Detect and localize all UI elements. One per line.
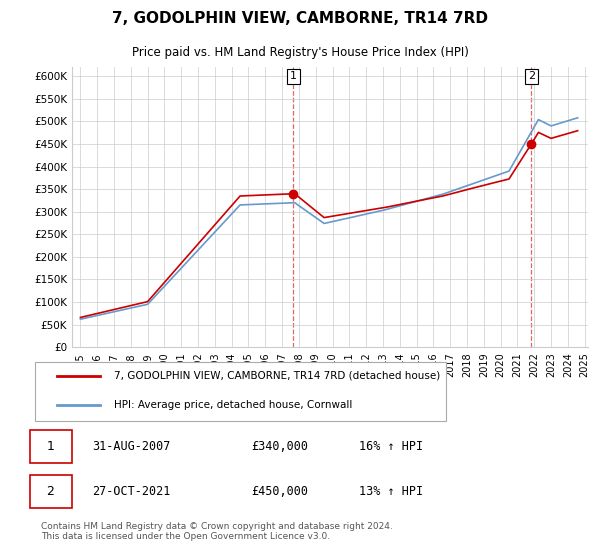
Text: 27-OCT-2021: 27-OCT-2021: [92, 485, 170, 498]
FancyBboxPatch shape: [35, 362, 446, 421]
Text: Contains HM Land Registry data © Crown copyright and database right 2024.
This d: Contains HM Land Registry data © Crown c…: [41, 522, 392, 542]
Text: 7, GODOLPHIN VIEW, CAMBORNE, TR14 7RD (detached house): 7, GODOLPHIN VIEW, CAMBORNE, TR14 7RD (d…: [114, 371, 440, 381]
Text: £450,000: £450,000: [251, 485, 308, 498]
Text: 31-AUG-2007: 31-AUG-2007: [92, 440, 170, 453]
Text: 7, GODOLPHIN VIEW, CAMBORNE, TR14 7RD: 7, GODOLPHIN VIEW, CAMBORNE, TR14 7RD: [112, 11, 488, 26]
FancyBboxPatch shape: [30, 475, 71, 508]
Text: 1: 1: [47, 440, 55, 453]
Text: 16% ↑ HPI: 16% ↑ HPI: [359, 440, 424, 453]
Text: 2: 2: [528, 71, 535, 81]
Text: 13% ↑ HPI: 13% ↑ HPI: [359, 485, 424, 498]
Text: HPI: Average price, detached house, Cornwall: HPI: Average price, detached house, Corn…: [114, 400, 352, 410]
Text: 2: 2: [47, 485, 55, 498]
Text: 1: 1: [290, 71, 297, 81]
Text: £340,000: £340,000: [251, 440, 308, 453]
FancyBboxPatch shape: [30, 430, 71, 463]
Text: Price paid vs. HM Land Registry's House Price Index (HPI): Price paid vs. HM Land Registry's House …: [131, 46, 469, 59]
